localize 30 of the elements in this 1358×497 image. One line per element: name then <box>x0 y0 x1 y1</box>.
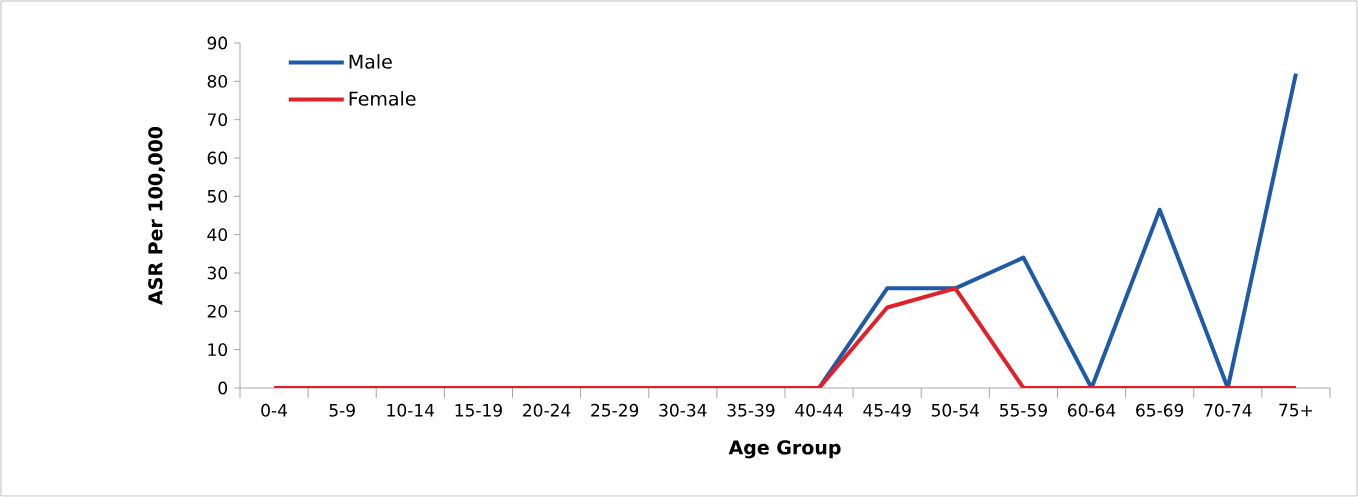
y-tick-label: 30 <box>207 266 228 280</box>
x-tick-label: 0-4 <box>261 403 287 417</box>
y-tick-label: 70 <box>207 113 228 127</box>
x-tick-label: 55-59 <box>1000 403 1047 417</box>
y-tick-label: 10 <box>208 343 228 357</box>
x-tick-label: 20-24 <box>523 403 571 417</box>
x-tick-label: 70-74 <box>1204 403 1252 417</box>
legend-label: Male <box>349 54 392 69</box>
x-tick-label: 15-19 <box>455 403 502 417</box>
y-tick-label: 50 <box>207 189 228 203</box>
x-tick-label: 40-44 <box>795 403 843 417</box>
x-tick-label: 60-64 <box>1068 403 1116 417</box>
y-tick-label: 90 <box>207 36 228 50</box>
x-tick-label: 35-39 <box>727 403 775 417</box>
x-tick-label: 75+ <box>1279 403 1313 417</box>
y-axis-title: ASR Per 100,000 <box>148 126 165 305</box>
x-tick-label: 65-69 <box>1136 403 1184 417</box>
y-tick-label: 80 <box>207 74 228 88</box>
y-tick-label: 20 <box>207 304 228 318</box>
x-tick-label: 50-54 <box>931 403 980 417</box>
x-tick-label: 10-14 <box>387 403 435 417</box>
x-tick-label: 45-49 <box>863 403 911 417</box>
x-tick-label: 5-9 <box>329 403 355 417</box>
x-axis-title: Age Group <box>728 440 841 459</box>
legend-label: Female <box>349 91 416 106</box>
y-tick-label: 60 <box>207 151 228 165</box>
x-tick-label: 30-34 <box>659 403 707 417</box>
x-tick-label: 25-29 <box>591 403 639 417</box>
y-tick-label: 40 <box>207 228 228 242</box>
y-tick-label: 0 <box>218 381 228 395</box>
